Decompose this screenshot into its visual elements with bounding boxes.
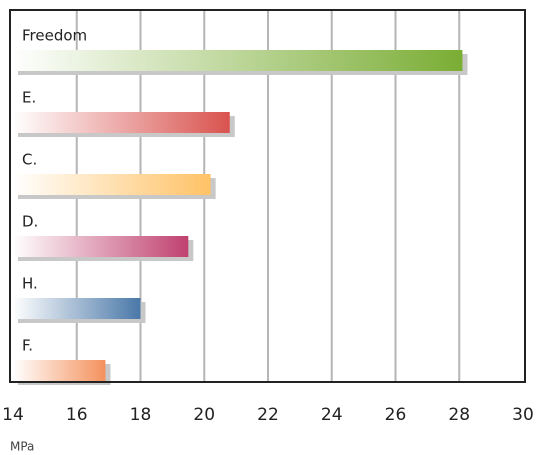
x-tick-label: 22 — [257, 405, 279, 425]
x-tick-label: 24 — [321, 405, 343, 425]
bar — [13, 360, 106, 381]
x-tick-label: 16 — [66, 405, 88, 425]
category-label: Freedom — [22, 27, 87, 45]
category-label: H. — [22, 275, 38, 293]
bar — [13, 50, 463, 71]
category-label: E. — [22, 89, 36, 107]
bar — [13, 112, 230, 133]
x-tick-label: 30 — [512, 405, 534, 425]
x-tick-label: 18 — [130, 405, 152, 425]
x-tick-label: 26 — [385, 405, 407, 425]
bar — [13, 236, 189, 257]
bar — [13, 174, 211, 195]
category-label: F. — [22, 337, 33, 355]
x-tick-label: 14 — [2, 405, 24, 425]
x-axis-label: MPa — [10, 440, 34, 454]
x-tick-label: 28 — [448, 405, 470, 425]
category-label: D. — [22, 213, 38, 231]
plot-frame — [9, 9, 526, 383]
bar — [13, 298, 141, 319]
category-label: C. — [22, 151, 37, 169]
x-tick-label: 20 — [193, 405, 215, 425]
